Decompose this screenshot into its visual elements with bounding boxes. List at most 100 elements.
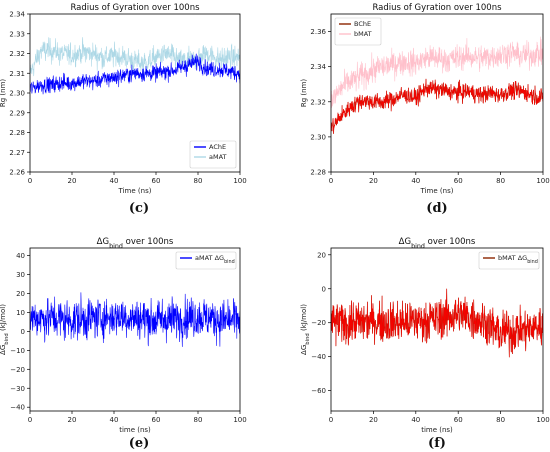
x-tick-label: 40 <box>110 177 119 185</box>
y-tick-label: 0 <box>21 328 25 336</box>
series-bche <box>331 78 543 134</box>
y-tick-label: 2.29 <box>9 109 25 117</box>
y-tick-label: 0 <box>322 285 326 293</box>
x-axis-label: Time (ns) <box>118 187 152 195</box>
x-tick-label: 80 <box>496 416 505 424</box>
y-tick-label: 2.32 <box>310 98 326 106</box>
x-tick-label: 60 <box>454 177 463 185</box>
y-tick-label: 2.33 <box>9 30 25 38</box>
y-tick-label: 2.26 <box>9 169 25 177</box>
x-tick-label: 0 <box>329 416 333 424</box>
chart-panel-1: 0 20 40 60 80 100 2.28 2.30 2.32 2.34 2.36 Radius o… <box>300 3 550 216</box>
series-ache <box>30 53 240 95</box>
y-tick-label: −20 <box>311 319 326 327</box>
panel-label: (d) <box>426 201 447 216</box>
x-tick-label: 100 <box>536 177 549 185</box>
x-tick-label: 20 <box>68 416 77 424</box>
plot-area <box>331 36 543 134</box>
series-trace <box>331 78 543 134</box>
x-axis-label: time (ns) <box>421 426 453 434</box>
y-tick-label: 40 <box>16 252 25 260</box>
chart-panel-2: 0 20 40 60 80 100 −40 −30 −20 −10 0 10 20 30 40 ΔGbind … <box>0 237 247 451</box>
y-axis-label: Rg (nm) <box>0 79 7 108</box>
y-tick-label: −40 <box>311 353 326 361</box>
y-tick-label: −20 <box>10 366 25 374</box>
y-tick-label: −60 <box>311 387 326 395</box>
x-tick-label: 40 <box>110 416 119 424</box>
legend-box <box>189 140 237 169</box>
x-tick-label: 60 <box>454 416 463 424</box>
legend-label: bMAT ΔGbind <box>498 254 538 265</box>
x-tick-label: 40 <box>411 416 420 424</box>
chart-title: Radius of Gyration over 100ns <box>372 3 502 13</box>
chart-title: ΔGbind over 100ns <box>97 237 174 250</box>
x-tick-label: 20 <box>369 416 378 424</box>
y-tick-label: 20 <box>16 290 25 298</box>
x-tick-label: 20 <box>68 177 77 185</box>
panel-label: (c) <box>129 201 149 216</box>
legend-label: AChE <box>209 143 226 151</box>
y-tick-label: 2.34 <box>310 63 326 71</box>
y-tick-label: 2.32 <box>9 50 25 58</box>
y-tick-label: −40 <box>10 404 25 412</box>
series-trace <box>30 292 240 347</box>
y-tick-label: 2.30 <box>9 90 25 98</box>
plot-frame <box>29 247 241 412</box>
legend: AChE aMAT <box>189 140 237 169</box>
y-tick-label: 30 <box>16 271 25 279</box>
y-tick-label: 10 <box>16 309 25 317</box>
x-tick-label: 80 <box>496 177 505 185</box>
series-trace <box>331 36 543 108</box>
y-tick-label: 2.30 <box>310 133 326 141</box>
y-axis-label: ΔGbind (kJ/mol) <box>0 304 10 355</box>
series-amat <box>30 292 240 347</box>
legend: BChE bMAT <box>334 17 382 46</box>
chart-title: Radius of Gyration over 100ns <box>70 3 200 13</box>
y-tick-label: 2.27 <box>9 149 25 157</box>
chart-panel-3: 0 20 40 60 80 100 −60 −40 −20 0 20 ΔGbind over 100n… <box>300 237 550 451</box>
y-tick-label: −30 <box>10 385 25 393</box>
x-tick-label: 100 <box>536 416 549 424</box>
chart-panel-0: 0 20 40 60 80 100 2.26 2.27 2.28 2.29 2.30 2.31 2.32… <box>0 3 247 216</box>
legend-box <box>175 251 237 270</box>
plot-area <box>30 37 240 95</box>
x-tick-label: 20 <box>369 177 378 185</box>
series-bmat <box>331 288 543 358</box>
legend-label: aMAT ΔGbind <box>195 254 235 265</box>
y-tick-label: 2.28 <box>310 169 326 177</box>
x-tick-label: 60 <box>152 177 161 185</box>
panel-label: (e) <box>129 436 150 451</box>
x-tick-label: 80 <box>194 416 203 424</box>
legend-box <box>334 17 382 46</box>
y-tick-label: 20 <box>317 251 326 259</box>
x-tick-label: 60 <box>152 416 161 424</box>
y-tick-label: 2.36 <box>310 28 326 36</box>
legend-label: aMAT <box>209 153 227 161</box>
x-tick-label: 0 <box>28 416 32 424</box>
plot-area <box>30 292 240 347</box>
chart-title: ΔGbind over 100ns <box>399 237 476 250</box>
y-tick-label: 2.31 <box>9 70 25 78</box>
y-tick-label: −10 <box>10 347 25 355</box>
panel-label: (f) <box>428 436 446 451</box>
legend: bMAT ΔGbind <box>478 251 540 270</box>
y-axis-label: Rg (nm) <box>300 79 308 108</box>
plot-frame <box>330 247 544 412</box>
legend: aMAT ΔGbind <box>175 251 237 270</box>
series-bmat <box>331 36 543 108</box>
legend-label: BChE <box>354 20 371 28</box>
x-tick-label: 0 <box>28 177 32 185</box>
x-tick-label: 80 <box>194 177 203 185</box>
x-axis-label: time (ns) <box>119 426 151 434</box>
y-tick-label: 2.34 <box>9 11 25 19</box>
series-trace <box>331 288 543 358</box>
x-tick-label: 100 <box>233 416 246 424</box>
legend-label: bMAT <box>354 30 372 38</box>
legend-box <box>478 251 540 270</box>
x-tick-label: 0 <box>329 177 333 185</box>
y-tick-label: 2.28 <box>9 129 25 137</box>
x-axis-label: Time (ns) <box>420 187 454 195</box>
x-tick-label: 100 <box>233 177 246 185</box>
plot-area <box>331 288 543 358</box>
